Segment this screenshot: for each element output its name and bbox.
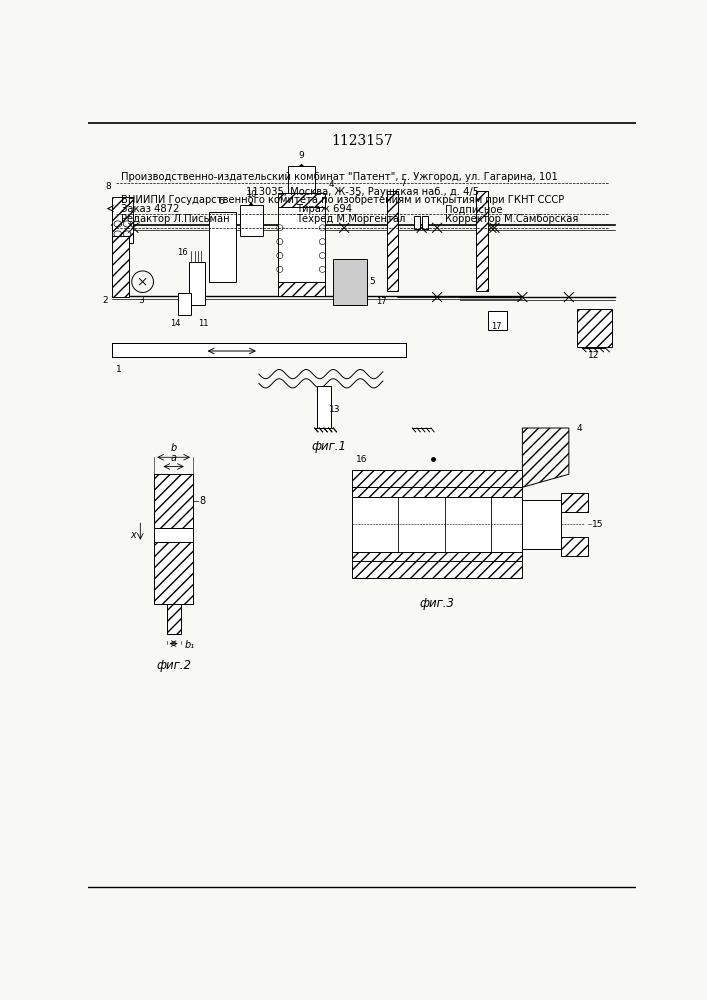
Text: b₁: b₁: [185, 640, 194, 650]
Text: x: x: [130, 530, 136, 540]
Text: 14: 14: [170, 319, 180, 328]
Bar: [154, 528, 193, 542]
Bar: [154, 542, 193, 604]
Bar: [112, 197, 134, 243]
Text: 16: 16: [177, 248, 187, 257]
Bar: [240, 205, 263, 235]
Bar: [522, 500, 561, 549]
Text: 17: 17: [491, 322, 502, 331]
Bar: [387, 191, 398, 291]
Bar: [421, 216, 428, 229]
Text: ВНИИПИ Государственного комитета по изобретениям и открытиям при ГКНТ СССР: ВНИИПИ Государственного комитета по изоб…: [122, 195, 564, 205]
Text: фиг.3: фиг.3: [420, 597, 455, 610]
Text: a: a: [170, 453, 177, 463]
Text: 16: 16: [356, 455, 367, 464]
Text: фиг.2: фиг.2: [156, 659, 191, 672]
Text: Техред М.Моргентал: Техред М.Моргентал: [297, 214, 406, 224]
Bar: [167, 604, 180, 634]
Bar: [279, 207, 325, 282]
Bar: [189, 262, 204, 305]
Polygon shape: [246, 203, 257, 211]
Text: 4: 4: [329, 180, 334, 189]
Text: 10: 10: [246, 190, 257, 199]
Bar: [561, 493, 588, 512]
Text: Заказ 4872: Заказ 4872: [122, 204, 180, 214]
Text: 9: 9: [298, 151, 305, 160]
Polygon shape: [293, 165, 310, 172]
Text: 4: 4: [577, 424, 583, 433]
Text: 7: 7: [401, 179, 407, 188]
Bar: [352, 561, 522, 578]
Bar: [177, 293, 192, 315]
Text: 17: 17: [376, 297, 387, 306]
Text: фиг.1: фиг.1: [311, 440, 346, 453]
Text: 11: 11: [198, 319, 209, 328]
Text: 1123157: 1123157: [331, 134, 393, 148]
Bar: [577, 309, 612, 347]
Text: 12: 12: [588, 351, 600, 360]
Text: b: b: [170, 443, 177, 453]
Bar: [352, 487, 522, 497]
Bar: [352, 497, 522, 552]
Text: Корректор М.Самборская: Корректор М.Самборская: [445, 214, 578, 224]
Text: 113035, Москва, Ж-35, Раушская наб., д. 4/5: 113035, Москва, Ж-35, Раушская наб., д. …: [246, 187, 479, 197]
Text: 8: 8: [199, 496, 205, 506]
Text: 6: 6: [218, 197, 225, 206]
Bar: [112, 235, 129, 297]
Bar: [488, 311, 507, 330]
Bar: [209, 212, 235, 282]
Text: 2: 2: [102, 296, 107, 305]
Text: 8: 8: [105, 182, 110, 191]
Text: 15: 15: [592, 520, 604, 529]
Text: Подписное: Подписное: [445, 204, 502, 214]
Bar: [317, 386, 331, 428]
Bar: [352, 552, 522, 561]
Text: Производственно-издательский комбинат "Патент", г. Ужгород, ул. Гагарина, 101: Производственно-издательский комбинат "П…: [122, 172, 558, 182]
Bar: [279, 282, 325, 296]
Bar: [288, 166, 315, 193]
Text: 1: 1: [115, 365, 121, 374]
Bar: [561, 537, 588, 556]
Text: Тираж 694: Тираж 694: [297, 204, 353, 214]
Bar: [279, 193, 325, 207]
Text: 5: 5: [370, 277, 375, 286]
Text: 13: 13: [329, 405, 340, 414]
Bar: [112, 343, 406, 357]
Bar: [332, 259, 368, 305]
Text: Редактор Л.Письман: Редактор Л.Письман: [122, 214, 230, 224]
Bar: [414, 216, 420, 229]
Text: 3: 3: [138, 296, 144, 305]
Bar: [154, 474, 193, 528]
Bar: [476, 191, 488, 291]
Bar: [352, 470, 522, 487]
